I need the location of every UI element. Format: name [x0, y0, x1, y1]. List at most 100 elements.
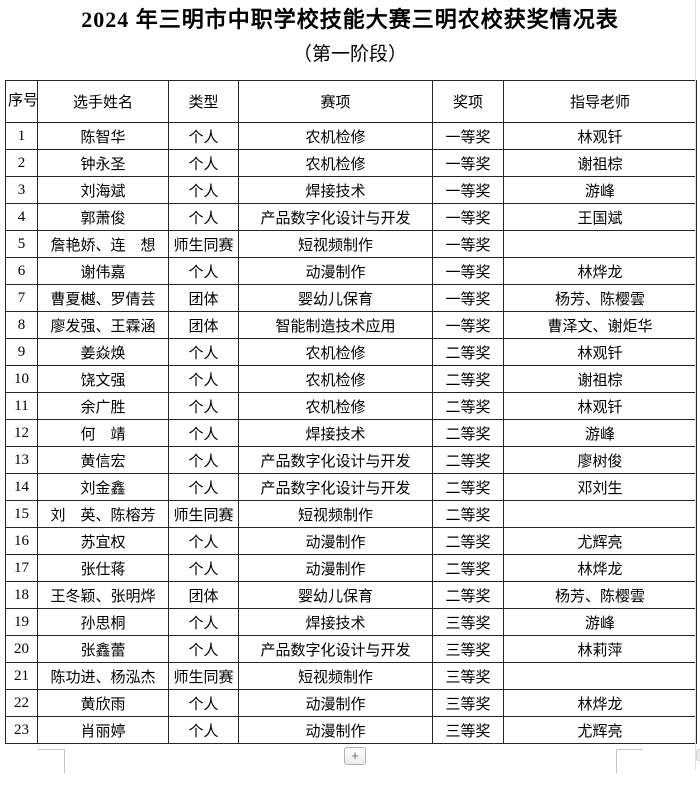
- table-row: 20 张鑫蕾 个人 产品数字化设计与开发 三等奖 林莉萍: [5, 635, 697, 663]
- cell-award: 一等奖: [432, 203, 504, 231]
- cell-type: 个人: [168, 554, 239, 582]
- scrollbar-fragment[interactable]: [696, 749, 700, 761]
- cell-type: 个人: [168, 689, 239, 717]
- cell-teacher: 林烨龙: [503, 554, 697, 582]
- cell-no: 8: [5, 311, 38, 339]
- table-row: 11 余广胜 个人 农机检修 二等奖 林观钎: [5, 392, 697, 420]
- cell-event: 短视频制作: [238, 500, 433, 528]
- cell-event: 产品数字化设计与开发: [238, 446, 433, 474]
- cell-event: 动漫制作: [238, 257, 433, 285]
- table-row: 15 刘 英、陈榕芳 师生同赛 短视频制作 二等奖: [5, 500, 697, 528]
- cell-award: 一等奖: [432, 257, 504, 285]
- cell-no: 12: [5, 419, 38, 447]
- awards-table: 序号 选手姓名 类型 赛项 奖项 指导老师 1 陈智华 个人 农机检修 一等奖 林观钎 2 钟…: [5, 80, 697, 744]
- cell-event: 动漫制作: [238, 716, 433, 744]
- cell-teacher: 林观钎: [503, 392, 697, 420]
- col-header-type: 类型: [168, 80, 239, 123]
- cell-contestant-name: 黄欣雨: [37, 689, 169, 717]
- cell-type: 个人: [168, 635, 239, 663]
- cell-no: 6: [5, 257, 38, 285]
- cell-event: 产品数字化设计与开发: [238, 473, 433, 501]
- cell-no: 4: [5, 203, 38, 231]
- cell-type: 个人: [168, 446, 239, 474]
- cell-teacher: 王国斌: [503, 203, 697, 231]
- table-row: 8 廖发强、王霖涵 团体 智能制造技术应用 一等奖 曹泽文、谢炬华: [5, 311, 697, 339]
- cell-teacher: 林观钎: [503, 338, 697, 366]
- cell-teacher: 林烨龙: [503, 257, 697, 285]
- col-header-name: 选手姓名: [37, 80, 169, 123]
- table-row: 9 姜焱焕 个人 农机检修 二等奖 林观钎: [5, 338, 697, 366]
- col-header-award: 奖项: [432, 80, 504, 123]
- cell-award: 一等奖: [432, 149, 504, 177]
- cell-no: 19: [5, 608, 38, 636]
- cell-teacher: 游峰: [503, 176, 697, 204]
- table-row: 7 曹夏樾、罗倩芸 团体 婴幼儿保育 一等奖 杨芳、陈樱雲: [5, 284, 697, 312]
- cell-event: 智能制造技术应用: [238, 311, 433, 339]
- cell-no: 21: [5, 662, 38, 690]
- page-title: 2024 年三明市中职学校技能大赛三明农校获奖情况表: [81, 7, 619, 32]
- cell-teacher: 谢祖棕: [503, 365, 697, 393]
- cell-event: 短视频制作: [238, 230, 433, 258]
- cell-contestant-name: 何 靖: [37, 419, 169, 447]
- cell-event: 动漫制作: [238, 527, 433, 555]
- cell-type: 个人: [168, 338, 239, 366]
- table-row: 13 黄信宏 个人 产品数字化设计与开发 二等奖 廖树俊: [5, 446, 697, 474]
- page-margin-mark-right: [616, 749, 643, 773]
- col-header-teacher: 指导老师: [503, 80, 697, 123]
- cell-contestant-name: 谢伟嘉: [37, 257, 169, 285]
- cell-event: 焊接技术: [238, 176, 433, 204]
- cell-teacher: 杨芳、陈樱雲: [503, 581, 697, 609]
- cell-teacher: 谢祖棕: [503, 149, 697, 177]
- cell-contestant-name: 王冬颖、张明烨: [37, 581, 169, 609]
- cell-no: 1: [5, 122, 38, 150]
- cell-teacher: [503, 230, 697, 258]
- cell-teacher: 林观钎: [503, 122, 697, 150]
- cell-type: 团体: [168, 311, 239, 339]
- table-row: 1 陈智华 个人 农机检修 一等奖 林观钎: [5, 122, 697, 150]
- page-subtitle: （第一阶段）: [292, 44, 407, 65]
- cell-teacher: 游峰: [503, 419, 697, 447]
- table-header-row: 序号 选手姓名 类型 赛项 奖项 指导老师: [5, 80, 697, 123]
- cell-contestant-name: 姜焱焕: [37, 338, 169, 366]
- cell-award: 三等奖: [432, 689, 504, 717]
- cell-teacher: 林莉萍: [503, 635, 697, 663]
- page-edge-line: [695, 0, 696, 770]
- cell-type: 个人: [168, 716, 239, 744]
- cell-type: 个人: [168, 473, 239, 501]
- cell-contestant-name: 孙思桐: [37, 608, 169, 636]
- cell-contestant-name: 黄信宏: [37, 446, 169, 474]
- cell-contestant-name: 钟永圣: [37, 149, 169, 177]
- cell-no: 5: [5, 230, 38, 258]
- cell-event: 农机检修: [238, 338, 433, 366]
- cell-award: 二等奖: [432, 365, 504, 393]
- cell-contestant-name: 刘 英、陈榕芳: [37, 500, 169, 528]
- cell-event: 农机检修: [238, 122, 433, 150]
- cell-no: 16: [5, 527, 38, 555]
- cell-no: 22: [5, 689, 38, 717]
- cell-teacher: 林烨龙: [503, 689, 697, 717]
- cell-teacher: 游峰: [503, 608, 697, 636]
- cell-no: 3: [5, 176, 38, 204]
- cell-award: 二等奖: [432, 581, 504, 609]
- cell-no: 7: [5, 284, 38, 312]
- table-row: 23 肖丽婷 个人 动漫制作 三等奖 尤辉亮: [5, 716, 697, 744]
- cell-contestant-name: 刘金鑫: [37, 473, 169, 501]
- page-margin-mark-left: [38, 749, 65, 773]
- cell-type: 个人: [168, 392, 239, 420]
- cell-award: 二等奖: [432, 500, 504, 528]
- cell-type: 个人: [168, 365, 239, 393]
- insert-row-button[interactable]: +: [344, 747, 366, 765]
- cell-award: 一等奖: [432, 284, 504, 312]
- table-row: 4 郭萧俊 个人 产品数字化设计与开发 一等奖 王国斌: [5, 203, 697, 231]
- cell-teacher: 廖树俊: [503, 446, 697, 474]
- cell-award: 二等奖: [432, 554, 504, 582]
- cell-no: 17: [5, 554, 38, 582]
- table-row: 5 詹艳娇、连 想师生同赛 短视频制作 一等奖: [5, 230, 697, 258]
- cell-contestant-name: 饶文强: [37, 365, 169, 393]
- table-row: 2 钟永圣 个人 农机检修 一等奖 谢祖棕: [5, 149, 697, 177]
- cell-award: 三等奖: [432, 635, 504, 663]
- cell-award: 二等奖: [432, 446, 504, 474]
- cell-type: 个人: [168, 257, 239, 285]
- cell-no: 14: [5, 473, 38, 501]
- cell-award: 一等奖: [432, 230, 504, 258]
